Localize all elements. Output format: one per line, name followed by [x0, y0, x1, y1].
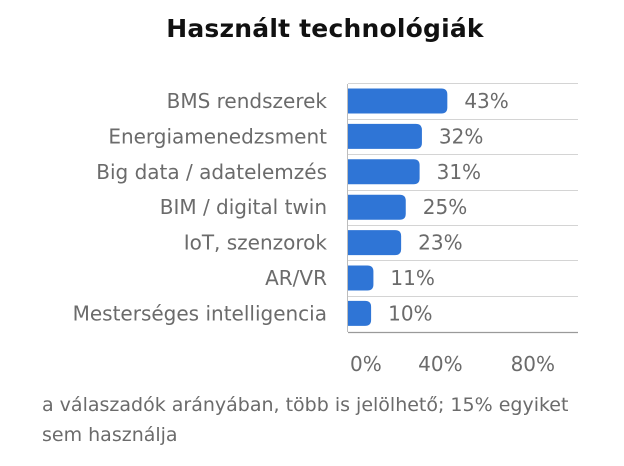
bar [348, 123, 422, 149]
bars-layer [348, 88, 448, 326]
category-label: Big data / adatelemzés [96, 160, 327, 184]
category-label: Energiamenedzsment [108, 124, 327, 148]
bar [348, 194, 406, 220]
bar [348, 88, 448, 114]
category-label: AR/VR [265, 266, 327, 290]
bar [348, 265, 374, 291]
value-label: 25% [423, 195, 467, 219]
grid-layer [348, 83, 578, 297]
category-label: Mesterséges intelligencia [73, 301, 327, 325]
category-label: BIM / digital twin [160, 195, 327, 219]
bar [348, 159, 420, 185]
chart-footnote: a válaszadók arányában, több is jelölhet… [42, 394, 569, 446]
value-label: 31% [437, 160, 481, 184]
category-label: IoT, szenzorok [184, 231, 328, 255]
value-label: 43% [464, 89, 508, 113]
chart-title: Használt technológiák [166, 14, 484, 43]
value-label: 32% [439, 124, 483, 148]
x-tick-label: 40% [418, 352, 462, 376]
x-tick-label: 80% [511, 352, 555, 376]
value-label: 11% [390, 266, 434, 290]
category-label: BMS rendszerek [167, 89, 328, 113]
x-tick-label: 0% [350, 352, 382, 376]
bar [348, 300, 372, 326]
value-label: 23% [418, 231, 462, 255]
value-label: 10% [388, 301, 432, 325]
ticks-layer: 0% 40% 80% [350, 352, 555, 376]
bar [348, 230, 402, 256]
axis-layer [347, 84, 578, 334]
labels-layer: BMS rendszerek 43% Energiamenedzsment 32% Bi… [73, 89, 509, 325]
